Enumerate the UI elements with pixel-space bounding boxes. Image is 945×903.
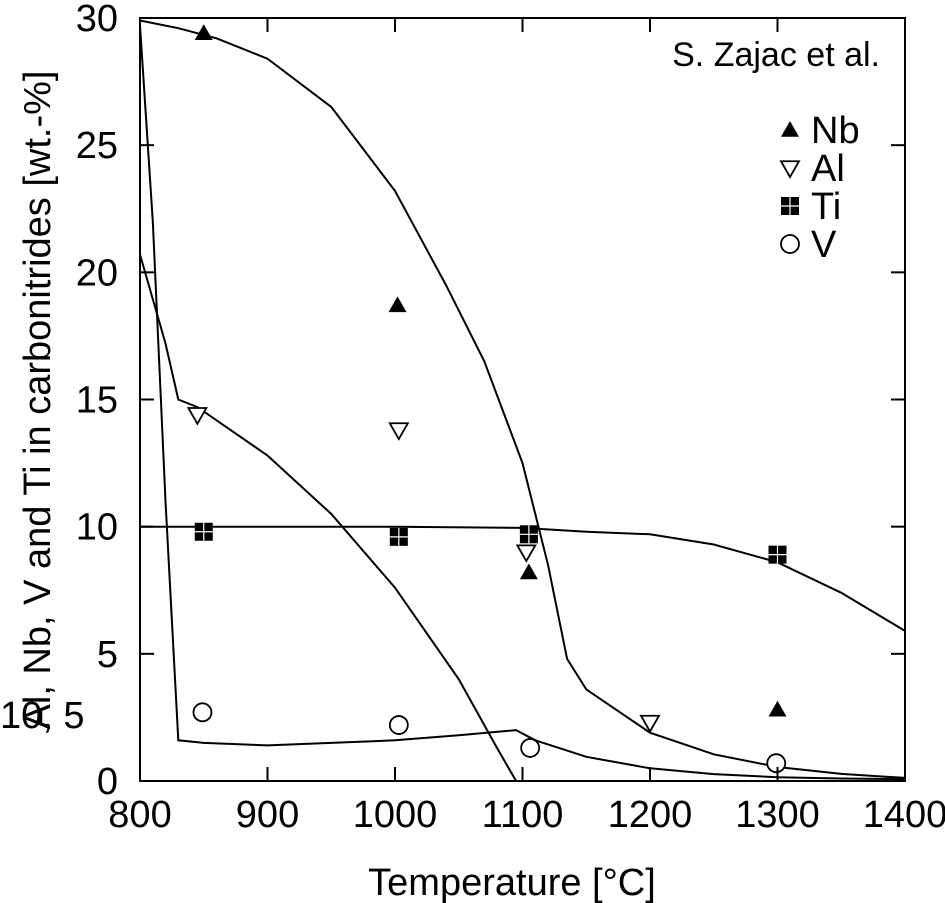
legend-marker-al (779, 160, 801, 179)
y-tick-label: 0 (97, 761, 118, 803)
y-tick-label: 30 (76, 0, 118, 40)
marker-v (520, 738, 541, 758)
legend-marker-ti (781, 197, 799, 215)
fit-curve-1 (139, 19, 906, 779)
marker-nb (388, 296, 407, 313)
x-tick-label: 900 (236, 794, 299, 836)
marker-nb (519, 563, 538, 580)
y-axis-title: Al, Nb, V and Ti in carbonitrides [wt.-%… (17, 71, 59, 730)
marker-ti (389, 527, 408, 546)
overlap-label: 10, 5 (0, 695, 85, 737)
fit-curve-3 (140, 525, 906, 632)
legend-marker-nb (781, 121, 799, 137)
marker-nb (768, 700, 787, 717)
x-tick-label: 1200 (608, 794, 693, 836)
marker-al (388, 422, 410, 441)
marker-al (186, 407, 208, 426)
marker-ti (768, 545, 787, 564)
x-tick-label: 800 (108, 794, 171, 836)
marker-v (388, 715, 409, 735)
legend-label-ti: Ti (811, 186, 841, 228)
y-tick-label: 5 (97, 634, 118, 676)
marker-ti (194, 522, 213, 541)
legend-label-al: Al (811, 148, 845, 190)
x-tick-label: 1400 (863, 794, 945, 836)
legend-label-nb: Nb (811, 110, 860, 152)
marker-v (766, 753, 787, 774)
legend-label-v: V (811, 224, 837, 266)
x-tick-label: 1100 (482, 794, 564, 836)
author-annotation: S. Zajac et al. (672, 36, 880, 74)
y-tick-label: 10 (76, 507, 118, 549)
data-markers (186, 24, 787, 774)
marker-al (515, 544, 537, 563)
marker-v (192, 702, 213, 723)
fit-curve-2 (139, 254, 517, 782)
fit-curve-4 (139, 25, 906, 781)
marker-al (639, 714, 661, 734)
fit-curves (139, 19, 906, 782)
axes: 800 900 1000 1100 1200 1300 1400 0 5 10 15 20 25 30 (76, 0, 945, 836)
legend-marker-v (780, 234, 800, 254)
y-tick-label: 20 (76, 252, 118, 294)
x-axis-title: Temperature [°C] (368, 862, 656, 903)
marker-ti (519, 525, 538, 544)
x-tick-label: 1000 (353, 794, 438, 836)
x-tick-label: 1300 (735, 794, 820, 836)
y-tick-label: 15 (76, 380, 118, 422)
y-tick-label: 25 (76, 125, 118, 167)
marker-nb (194, 24, 213, 41)
